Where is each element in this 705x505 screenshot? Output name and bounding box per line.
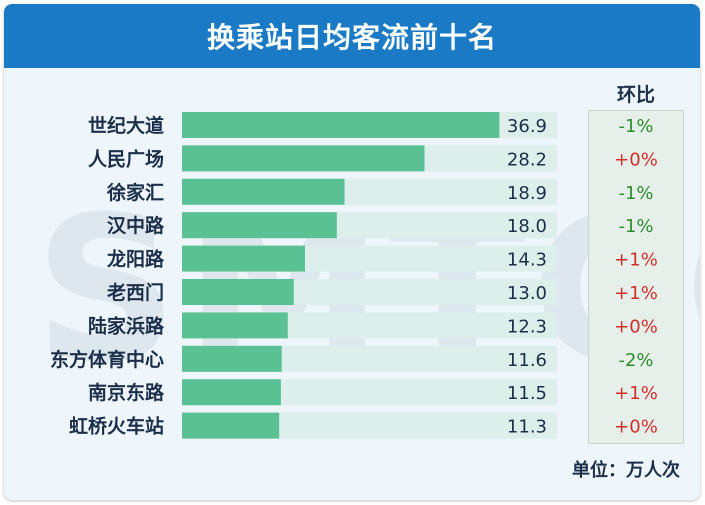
change-label: +0% [614, 149, 658, 170]
change-label: -2% [618, 350, 653, 371]
chart-card: 换乘站日均客流前十名 SMTCC 环比 世纪大道36.9-1%人民广场28.2+… [4, 4, 700, 500]
category-label: 陆家浜路 [88, 314, 165, 337]
change-label: +1% [614, 250, 658, 271]
bar [182, 379, 281, 406]
value-label: 18.9 [507, 183, 547, 204]
change-label: -1% [618, 183, 653, 204]
category-label: 人民广场 [88, 147, 164, 170]
change-label: +0% [614, 417, 658, 438]
value-label: 18.0 [507, 216, 547, 237]
bar [182, 412, 280, 439]
change-label: +0% [614, 316, 658, 337]
change-header: 环比 [616, 84, 655, 106]
unit-label: 单位：万人次 [572, 460, 680, 481]
bar [182, 312, 288, 339]
category-label: 虹桥火车站 [69, 415, 164, 438]
value-label: 14.3 [507, 250, 547, 271]
value-label: 11.3 [507, 417, 547, 438]
bar [182, 279, 294, 305]
change-label: -1% [618, 116, 653, 137]
change-label: +1% [614, 383, 658, 404]
change-label: +1% [614, 283, 658, 304]
category-label: 龙阳路 [107, 248, 165, 271]
bar [182, 212, 337, 239]
value-label: 36.9 [507, 116, 547, 137]
chart-title: 换乘站日均客流前十名 [4, 4, 700, 68]
category-label: 汉中路 [107, 214, 165, 237]
category-label: 世纪大道 [88, 114, 164, 137]
bar [182, 112, 500, 138]
category-label: 南京东路 [88, 381, 165, 404]
bar [182, 345, 282, 372]
value-label: 11.5 [507, 383, 547, 404]
change-label: -1% [618, 216, 653, 237]
category-label: 老西门 [107, 281, 164, 304]
category-label: 徐家汇 [106, 181, 164, 204]
value-label: 11.6 [507, 350, 547, 371]
value-label: 13.0 [507, 283, 547, 304]
bar-chart: 世纪大道 36.9 -1% 人民广场 28.2 +0% 徐家汇 18.9 -1% 汉中路 18.0 -… [50, 112, 658, 439]
bar [182, 178, 345, 205]
bar [182, 145, 425, 172]
change-column-background [588, 110, 684, 444]
bar [182, 245, 305, 272]
category-label: 东方体育中心 [50, 348, 164, 371]
value-label: 12.3 [507, 316, 547, 337]
value-label: 28.2 [507, 149, 547, 170]
